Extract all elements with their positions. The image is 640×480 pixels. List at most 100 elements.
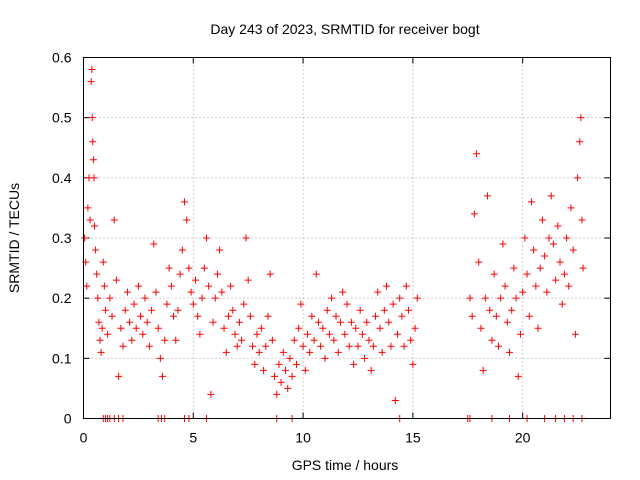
data-point (246, 312, 254, 320)
data-point (253, 330, 261, 338)
data-point (174, 306, 182, 314)
data-point (150, 240, 158, 248)
data-point (347, 318, 355, 326)
data-point (255, 348, 263, 356)
data-point (137, 312, 145, 320)
data-point (549, 240, 557, 248)
data-point (104, 330, 112, 338)
data-point (159, 372, 167, 380)
data-point (279, 348, 287, 356)
data-point (207, 390, 215, 398)
data-point (145, 342, 153, 350)
data-point (484, 192, 492, 200)
data-point (93, 270, 101, 278)
data-point (81, 234, 89, 242)
data-point (516, 330, 524, 338)
data-point (277, 378, 285, 386)
data-point (295, 324, 303, 332)
data-point (363, 318, 371, 326)
data-point (121, 306, 129, 314)
data-point (176, 270, 184, 278)
y-tick-label: 0.1 (52, 350, 72, 366)
data-point (543, 288, 551, 296)
grid-lines (83, 57, 611, 419)
data-point (165, 264, 173, 272)
data-point (323, 306, 331, 314)
data-point (545, 234, 553, 242)
data-point (534, 324, 542, 332)
x-tick-label: 10 (295, 430, 311, 446)
data-point (154, 324, 162, 332)
x-tick-label: 15 (405, 430, 421, 446)
data-point (407, 336, 415, 344)
data-point (163, 300, 171, 308)
data-point (119, 342, 127, 350)
data-point (479, 366, 487, 374)
data-point (233, 342, 241, 350)
data-point (538, 216, 546, 224)
data-point (325, 330, 333, 338)
data-point (365, 336, 373, 344)
data-point (251, 360, 259, 368)
data-point (343, 300, 351, 308)
data-point (567, 204, 575, 212)
data-point (563, 234, 571, 242)
data-point (565, 282, 573, 290)
data-point (128, 336, 136, 344)
data-point (505, 348, 513, 356)
data-point (218, 288, 226, 296)
data-point (213, 270, 221, 278)
data-point (288, 372, 296, 380)
data-point (532, 282, 540, 290)
data-point (92, 246, 100, 254)
x-axis-label: GPS time / hours (292, 457, 399, 473)
data-point (314, 318, 322, 326)
x-tick-label: 0 (80, 430, 88, 446)
data-point (389, 300, 397, 308)
data-point (156, 354, 164, 362)
data-point (106, 294, 114, 302)
data-point (400, 342, 408, 350)
data-point (468, 312, 476, 320)
data-point (95, 318, 103, 326)
data-point (262, 342, 270, 350)
data-point (387, 342, 395, 350)
data-point (100, 282, 108, 290)
y-tick-label: 0.4 (52, 170, 72, 186)
data-point (94, 294, 102, 302)
data-point (115, 372, 123, 380)
data-point (152, 288, 160, 296)
data-point (117, 324, 125, 332)
data-point (198, 294, 206, 302)
data-point (312, 270, 320, 278)
data-point (87, 78, 95, 86)
data-point (486, 306, 494, 314)
data-point (512, 294, 520, 302)
data-point (167, 282, 175, 290)
data-point (536, 264, 544, 272)
data-point (275, 360, 283, 368)
data-point (521, 234, 529, 242)
data-point (299, 342, 307, 350)
data-point (319, 324, 327, 332)
data-point (328, 294, 336, 302)
data-point (398, 312, 406, 320)
data-point (577, 114, 585, 122)
data-point (523, 270, 531, 278)
data-point (470, 210, 478, 218)
data-point (178, 246, 186, 254)
data-point (345, 342, 353, 350)
data-point (574, 174, 582, 182)
data-point (194, 312, 202, 320)
data-point (556, 258, 564, 266)
axis-ticks: 0 0.1 0.2 0.3 0.4 0.5 0.6 0 5 10 15 20 (52, 50, 611, 446)
data-point (519, 288, 527, 296)
data-point (170, 312, 178, 320)
data-point (99, 258, 107, 266)
data-point (86, 216, 94, 224)
data-point (376, 324, 384, 332)
data-point (578, 216, 586, 224)
data-point (143, 318, 151, 326)
data-point (130, 300, 138, 308)
